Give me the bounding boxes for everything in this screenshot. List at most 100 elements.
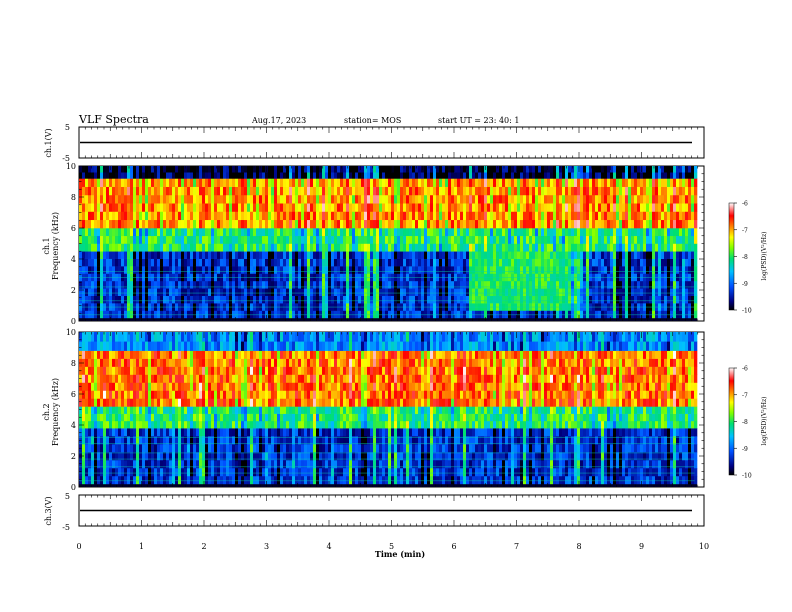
spectrogram-cell xyxy=(415,172,419,179)
spectrogram-cell xyxy=(661,203,665,212)
spectrogram-cell xyxy=(148,166,152,173)
spectrogram-cell xyxy=(520,186,524,196)
spectrogram-cell xyxy=(316,310,320,319)
spectrogram-cell xyxy=(241,243,245,252)
spectrogram-cell xyxy=(271,266,275,274)
spectrogram-cell xyxy=(649,178,653,187)
spectrogram-cell xyxy=(286,251,290,259)
spectrogram-cell xyxy=(511,172,515,179)
spectrogram-cell xyxy=(91,467,95,477)
y-tick-label: 0 xyxy=(71,317,76,326)
spectrogram-cell xyxy=(583,166,587,173)
spectrogram-cell xyxy=(334,178,338,187)
spectrogram-cell xyxy=(367,251,371,259)
spectrogram-cell xyxy=(655,235,659,244)
spectrogram-cell xyxy=(472,211,476,221)
spectrogram-cell xyxy=(82,203,86,212)
spectrogram-cell xyxy=(538,258,542,267)
spectrogram-cell xyxy=(169,243,173,252)
spectrogram-cell xyxy=(283,243,287,252)
spectrogram-cell xyxy=(448,211,452,221)
spectrogram-cell xyxy=(478,235,482,244)
spectrogram-cell xyxy=(133,203,137,212)
spectrogram-cell xyxy=(223,219,227,229)
spectrogram-cell xyxy=(376,194,380,204)
spectrogram-cell xyxy=(583,251,587,259)
spectrogram-cell xyxy=(172,317,175,321)
spectrogram-cell xyxy=(628,288,632,296)
spectrogram-cell xyxy=(328,211,332,221)
spectrogram-cell xyxy=(82,420,86,429)
spectrogram-cell xyxy=(682,203,686,212)
spectrogram-cell xyxy=(283,211,287,221)
spectrogram-cell xyxy=(655,258,659,267)
spectrogram-cell xyxy=(409,266,413,274)
spectrogram-cell xyxy=(499,194,503,204)
spectrogram-cell xyxy=(664,266,668,274)
spectrogram-cell xyxy=(550,166,554,173)
spectrogram-cell xyxy=(109,194,113,204)
spectrogram-cell xyxy=(148,235,152,244)
spectrogram-cell xyxy=(682,194,686,204)
spectrogram-cell xyxy=(547,172,551,179)
spectrogram-cell xyxy=(649,310,653,319)
spectrogram-cell xyxy=(280,219,284,229)
spectrogram-cell xyxy=(97,172,101,179)
spectrogram-cell xyxy=(292,295,296,304)
spectrogram-cell xyxy=(490,219,494,229)
spectrogram-cell xyxy=(517,243,521,252)
spectrogram-cell xyxy=(154,310,158,319)
spectrogram-cell xyxy=(100,420,104,429)
spectrogram-cell xyxy=(541,317,544,321)
spectrogram-cell xyxy=(484,194,488,204)
spectrogram-cell xyxy=(643,251,647,259)
spectrogram-cell xyxy=(694,288,698,296)
spectrogram-cell xyxy=(412,310,416,319)
spectrogram-cell xyxy=(340,243,344,252)
spectrogram-cell xyxy=(502,243,506,252)
spectrogram-cell xyxy=(301,295,305,304)
spectrogram-cell xyxy=(439,317,442,321)
spectrogram-cell xyxy=(646,243,650,252)
spectrogram-cell xyxy=(466,219,470,229)
spectrogram-cell xyxy=(694,273,698,282)
spectrogram-cell xyxy=(676,258,680,267)
spectrogram-cell xyxy=(193,203,197,212)
spectrogram-cell xyxy=(478,288,482,296)
spectrogram-cell xyxy=(646,235,650,244)
spectrogram-cell xyxy=(274,186,278,196)
spectrogram-cell xyxy=(589,172,593,179)
spectrogram-cell xyxy=(562,228,566,237)
spectrogram-cell xyxy=(490,295,494,304)
spectrogram-cell xyxy=(553,288,557,296)
spectrogram-cell xyxy=(394,295,398,304)
spectrogram-cell xyxy=(388,172,392,179)
spectrogram-cell xyxy=(100,452,104,461)
spectrogram-cell xyxy=(598,280,602,289)
spectrogram-cell xyxy=(385,251,389,259)
spectrogram-cell xyxy=(97,219,101,229)
spectrogram-cell xyxy=(178,172,182,179)
spectrogram-cell xyxy=(463,243,467,252)
spectrogram-cell xyxy=(352,288,356,296)
spectrogram-cell xyxy=(91,211,95,221)
spectrogram-cell xyxy=(640,266,644,274)
spectrogram-cell xyxy=(148,243,152,252)
spectrogram-cell xyxy=(79,332,83,342)
spectrogram-cell xyxy=(91,295,95,304)
spectrogram-cell xyxy=(610,310,614,319)
spectrogram-cell xyxy=(397,166,401,173)
spectrogram-cell xyxy=(196,172,200,179)
spectrogram-cell xyxy=(103,398,107,407)
spectrogram-cell xyxy=(208,166,212,173)
spectrogram-cell xyxy=(382,186,386,196)
spectrogram-cell xyxy=(451,228,455,237)
spectrogram-cell xyxy=(457,178,461,187)
spectrogram-cell xyxy=(586,178,590,187)
spectrogram-cell xyxy=(589,251,593,259)
spectrogram-cell xyxy=(505,258,509,267)
spectrogram-cell xyxy=(115,172,119,179)
spectrogram-cell xyxy=(286,194,290,204)
spectrogram-cell xyxy=(235,194,239,204)
